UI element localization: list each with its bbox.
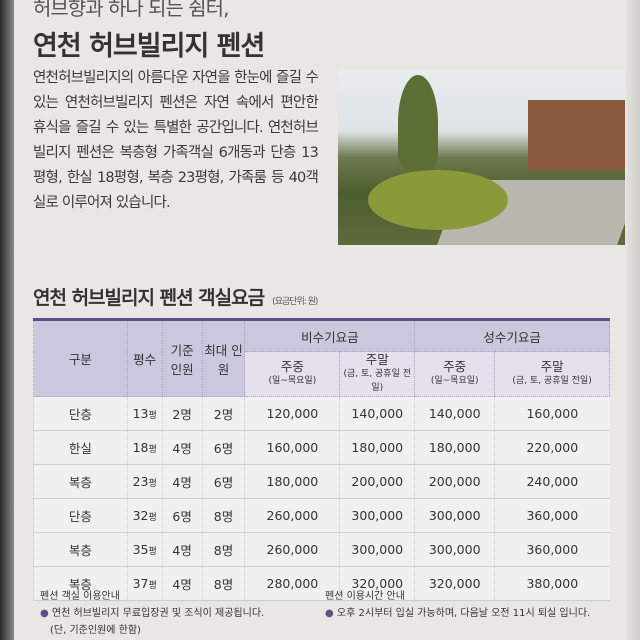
table-cell: 23평: [126, 464, 163, 499]
table-cell: 180,000: [339, 430, 415, 465]
header-weekend: 주말 (금, 토, 공휴일 전일): [339, 351, 416, 397]
room-note-sub: (단, 기준인원에 한함): [50, 625, 141, 636]
table-cell: 8명: [201, 532, 245, 567]
table-cell: 6명: [201, 464, 245, 499]
table-cell: 300,000: [414, 498, 495, 533]
table-cell: 복층: [33, 566, 128, 601]
pension-photo: [338, 70, 625, 245]
page-title: 연천 허브빌리지 펜션: [33, 31, 265, 62]
intro-paragraph: 연천허브빌리지의 아름다운 자연을 한눈에 즐길 수있는 연천허브빌리지 펜션은…: [33, 70, 319, 211]
table-cell: 4명: [161, 532, 203, 567]
page-edge-shadow: [0, 0, 14, 640]
rates-title: 연천 허브빌리지 펜션 객실요금 (요금단위: 원): [33, 287, 318, 309]
table-cell: 단층: [33, 396, 128, 431]
header-max: 최대 인원: [201, 319, 246, 397]
table-cell: 4명: [161, 430, 203, 465]
table-cell: 2명: [201, 396, 245, 431]
table-cell: 6명: [161, 498, 203, 533]
header-peak-season: 성수기요금: [414, 319, 610, 352]
header-off-season: 비수기요금: [244, 319, 416, 352]
table-row: 한실 18평 4명 6명 160,000 180,000 180,000 220,000: [33, 430, 610, 465]
table-cell: 380,000: [494, 566, 610, 601]
table-cell: 120,000: [244, 396, 340, 431]
table-cell: 260,000: [244, 532, 340, 567]
table-row: 단층 13평 2명 2명 120,000 140,000 140,000 160,000: [33, 396, 610, 431]
table-cell: 160,000: [494, 396, 610, 431]
table-cell: 18평: [126, 430, 163, 465]
bullet-icon: ●: [40, 608, 49, 619]
time-notes-title: 펜션 이용시간 안내: [325, 591, 405, 602]
table-cell: 복층: [33, 464, 128, 499]
room-notes-title: 펜션 객실 이용안내: [40, 591, 120, 602]
table-row: 복층 23평 4명 6명 180,000 200,000 200,000 240,000: [33, 464, 610, 499]
table-cell: 8명: [201, 498, 245, 533]
table-cell: 단층: [33, 498, 128, 533]
table-cell: 6명: [201, 430, 245, 465]
header-base: 기준 인원: [161, 319, 203, 397]
table-cell: 360,000: [494, 498, 610, 533]
header-weekend: 주말 (금, 토, 공휴일 전일): [494, 351, 610, 397]
table-cell: 8명: [201, 566, 245, 601]
table-row: 복층 37평 4명 8명 280,000 320,000 320,000 380,000: [33, 566, 610, 601]
table-cell: 280,000: [244, 566, 340, 601]
table-cell: 200,000: [414, 464, 495, 499]
table-cell: 300,000: [339, 532, 415, 567]
table-cell: 160,000: [244, 430, 340, 465]
table-cell: 2명: [161, 396, 203, 431]
header-type: 구분: [33, 319, 128, 397]
table-cell: 300,000: [339, 498, 415, 533]
table-cell: 4명: [161, 566, 203, 601]
table-cell: 180,000: [414, 430, 495, 465]
table-cell: 300,000: [414, 532, 495, 567]
table-cell: 240,000: [494, 464, 610, 499]
table-row: 복층 35평 4명 8명 260,000 300,000 300,000 360,000: [33, 532, 610, 567]
table-cell: 140,000: [339, 396, 415, 431]
header-weekday: 주중 (일~목요일): [414, 351, 496, 397]
time-notes: 펜션 이용시간 안내 ● 오후 2시부터 입실 가능하며, 다음날 오전 11시…: [325, 588, 590, 622]
table-cell: 320,000: [339, 566, 415, 601]
rates-table: 구분 평수 기준 인원 최대 인원 비수기요금 성수기요금 주중 (일~목요일) …: [33, 318, 610, 601]
header-size: 평수: [126, 319, 163, 397]
table-cell: 복층: [33, 532, 128, 567]
table-cell: 220,000: [494, 430, 610, 465]
unit-note: (요금단위: 원): [272, 297, 318, 307]
header-weekday: 주중 (일~목요일): [244, 351, 341, 397]
room-notes: 펜션 객실 이용안내 ● 연천 허브빌리지 무료입장권 및 조식이 제공됩니다.…: [40, 588, 264, 639]
table-cell: 140,000: [414, 396, 495, 431]
time-note-item: 오후 2시부터 입실 가능하며, 다음날 오전 11시 퇴실 입니다.: [336, 608, 591, 619]
table-cell: 260,000: [244, 498, 340, 533]
table-cell: 13평: [126, 396, 163, 431]
table-cell: 32평: [126, 498, 163, 533]
table-row: 단층 32평 6명 8명 260,000 300,000 300,000 360,000: [33, 498, 610, 533]
table-cell: 200,000: [339, 464, 415, 499]
table-cell: 4명: [161, 464, 203, 499]
table-cell: 180,000: [244, 464, 340, 499]
table-cell: 320,000: [414, 566, 495, 601]
table-cell: 360,000: [494, 532, 610, 567]
table-cell: 한실: [33, 430, 128, 465]
table-cell: 35평: [126, 532, 163, 567]
page-edge-right: [626, 0, 640, 640]
bullet-icon: ●: [325, 608, 334, 619]
room-note-item: 연천 허브빌리지 무료입장권 및 조식이 제공됩니다.: [51, 608, 265, 619]
table-cell: 37평: [126, 566, 163, 601]
tagline: 허브향과 하나 되는 쉼터,: [33, 0, 229, 20]
